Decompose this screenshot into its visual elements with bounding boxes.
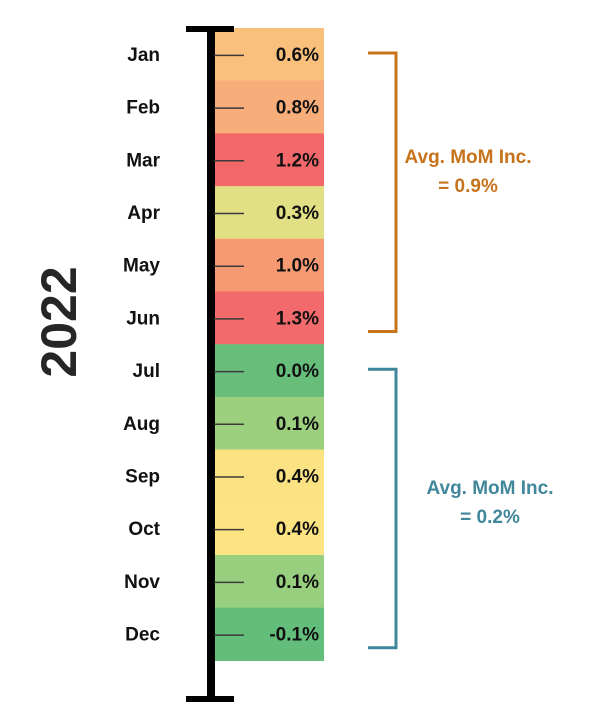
month-label-mar: Mar [126, 150, 160, 171]
avg-label-first-half-line1: Avg. MoM Inc. [404, 147, 531, 168]
month-label-feb: Feb [126, 98, 160, 119]
month-label-sep: Sep [125, 467, 160, 488]
value-label-oct: 0.4% [276, 519, 319, 540]
avg-label-first-half-line2: = 0.9% [438, 176, 498, 197]
month-rows: Jan 0.6% Feb 0.8% Mar 1.2% Apr 0.3% May 1.0% Jun 1.… [123, 45, 319, 646]
month-label-nov: Nov [124, 572, 160, 593]
month-label-dec: Dec [125, 625, 160, 646]
value-label-dec: -0.1% [269, 625, 319, 646]
month-label-may: May [123, 256, 160, 277]
month-label-jun: Jun [126, 308, 160, 329]
month-label-jan: Jan [127, 45, 160, 66]
year-label: 2022 [31, 266, 87, 377]
value-label-jun: 1.3% [276, 308, 319, 329]
value-label-sep: 0.4% [276, 467, 319, 488]
cell-mar [215, 133, 324, 187]
bracket-second-half [368, 367, 398, 650]
value-label-jul: 0.0% [276, 361, 319, 382]
value-label-feb: 0.8% [276, 98, 319, 119]
avg-label-second-half-line2: = 0.2% [460, 507, 520, 528]
value-label-apr: 0.3% [276, 203, 319, 224]
avg-label-second-half-line1: Avg. MoM Inc. [426, 478, 553, 499]
month-label-oct: Oct [128, 519, 160, 540]
value-label-mar: 1.2% [276, 150, 319, 171]
value-label-jan: 0.6% [276, 45, 319, 66]
bracket-first-half [368, 51, 398, 333]
value-label-aug: 0.1% [276, 414, 319, 435]
month-label-jul: Jul [133, 361, 160, 382]
month-label-apr: Apr [127, 203, 160, 224]
value-label-nov: 0.1% [276, 572, 319, 593]
value-label-may: 1.0% [276, 256, 319, 277]
month-label-aug: Aug [123, 414, 160, 435]
heatmap-cells [215, 28, 324, 661]
